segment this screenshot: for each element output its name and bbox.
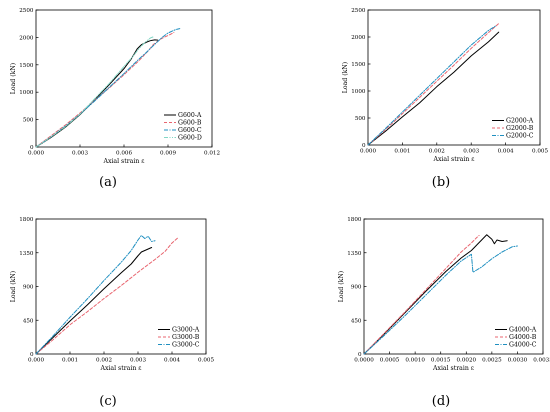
x-tick-label: 0.003 bbox=[463, 149, 479, 155]
y-tick-label: 1350 bbox=[347, 251, 362, 257]
y-tick-label: 0 bbox=[30, 145, 34, 151]
legend-label: G3000-B bbox=[172, 334, 200, 341]
x-tick-label: 0.0000 bbox=[354, 358, 374, 364]
x-axis-label: Axial strain ε bbox=[99, 365, 141, 372]
chart-panel-4: 0.0000 0.0005 0.0010 0.0015 0.0020 0.0025 0.00… bbox=[338, 217, 550, 409]
x-tick-label: 0.001 bbox=[62, 358, 78, 364]
legend-label: G600-B bbox=[178, 120, 202, 127]
series-line-G3000-A bbox=[35, 247, 153, 355]
legend-label: G2000-A bbox=[506, 118, 534, 125]
y-tick-label: 500 bbox=[355, 116, 366, 122]
x-tick-label: 0.005 bbox=[532, 149, 548, 155]
legend-box bbox=[162, 111, 210, 144]
x-tick-label: 0.0005 bbox=[380, 358, 400, 364]
chart-panel-3: 0.000 0.001 0.002 0.003 0.004 0.005 0 450 900 135… bbox=[10, 217, 214, 409]
panel-caption: (d) bbox=[432, 394, 450, 409]
x-tick-label: 0.000 bbox=[360, 149, 376, 155]
y-tick-label: 0 bbox=[358, 352, 362, 358]
x-tick-label: 0.0015 bbox=[431, 358, 451, 364]
y-tick-label: 450 bbox=[23, 318, 34, 324]
y-tick-label: 450 bbox=[351, 318, 362, 324]
x-tick-label: 0.003 bbox=[130, 358, 146, 364]
legend-label: G600-C bbox=[178, 127, 202, 134]
series-line-G600-C bbox=[35, 28, 181, 148]
legend-label: G600-A bbox=[178, 112, 202, 119]
series-line-G4000-A bbox=[363, 234, 508, 355]
legend-label: G2000-C bbox=[506, 133, 534, 140]
y-tick-label: 0 bbox=[362, 143, 366, 149]
y-tick-label: 900 bbox=[23, 285, 34, 291]
y-axis-label: Load (kN) bbox=[10, 271, 17, 302]
series-line-G600-B bbox=[35, 31, 175, 148]
series-line-G4000-C bbox=[363, 245, 518, 355]
legend-label: G4000-B bbox=[509, 334, 537, 341]
y-tick-label: 0 bbox=[30, 352, 34, 358]
x-tick-label: 0.004 bbox=[498, 149, 514, 155]
y-tick-label: 1800 bbox=[347, 217, 362, 223]
x-axis-label: Axial strain ε bbox=[432, 365, 474, 372]
legend-label: G2000-B bbox=[506, 125, 534, 132]
y-tick-label: 1500 bbox=[19, 63, 34, 69]
series-line-G3000-B bbox=[35, 236, 180, 355]
x-tick-label: 0.009 bbox=[160, 151, 176, 157]
y-tick-label: 2000 bbox=[19, 35, 34, 41]
x-tick-label: 0.0035 bbox=[533, 358, 550, 364]
y-tick-label: 500 bbox=[23, 118, 34, 124]
panel-caption: (c) bbox=[99, 394, 116, 409]
legend-label: G3000-C bbox=[172, 342, 200, 349]
x-tick-label: 0.006 bbox=[116, 151, 132, 157]
y-axis-label: Load (kN) bbox=[342, 62, 349, 93]
series-line-G2000-A bbox=[367, 31, 500, 146]
x-axis-label: Axial strain ε bbox=[102, 158, 144, 165]
y-tick-label: 1500 bbox=[351, 62, 366, 68]
y-tick-label: 2000 bbox=[351, 35, 366, 41]
x-tick-label: 0.002 bbox=[429, 149, 445, 155]
x-tick-label: 0.012 bbox=[204, 151, 220, 157]
y-axis-label: Load (kN) bbox=[10, 63, 17, 94]
x-tick-label: 0.005 bbox=[198, 358, 214, 364]
legend-label: G4000-C bbox=[509, 342, 537, 349]
panel-caption: (a) bbox=[99, 175, 117, 190]
y-tick-label: 1000 bbox=[19, 90, 34, 96]
plot-frame bbox=[367, 9, 541, 146]
x-tick-label: 0.0020 bbox=[456, 358, 476, 364]
y-tick-label: 2500 bbox=[351, 8, 366, 14]
y-tick-label: 1800 bbox=[19, 217, 34, 223]
series-line-G2000-B bbox=[367, 23, 500, 146]
x-tick-label: 0.000 bbox=[28, 151, 44, 157]
x-tick-label: 0.0010 bbox=[405, 358, 425, 364]
x-tick-label: 0.002 bbox=[96, 358, 112, 364]
y-axis-label: Load (kN) bbox=[338, 271, 345, 302]
legend-label: G600-D bbox=[178, 135, 202, 142]
series-line-G3000-C bbox=[35, 235, 156, 355]
chart-panel-1: 0.000 0.003 0.006 0.009 0.012 0 500 1000 1500 200… bbox=[10, 8, 220, 190]
x-tick-label: 0.0030 bbox=[508, 358, 528, 364]
x-tick-label: 0.003 bbox=[72, 151, 88, 157]
y-tick-label: 2500 bbox=[19, 8, 34, 14]
series-line-G600-D bbox=[35, 36, 154, 148]
panel-caption: (b) bbox=[432, 175, 450, 190]
x-tick-label: 0.001 bbox=[394, 149, 410, 155]
series-line-G4000-B bbox=[363, 235, 480, 355]
series-line-G2000-C bbox=[367, 25, 496, 146]
y-tick-label: 1000 bbox=[351, 89, 366, 95]
x-axis-label: Axial strain ε bbox=[432, 156, 474, 163]
legend-label: G3000-A bbox=[172, 327, 200, 334]
y-tick-label: 1350 bbox=[19, 251, 34, 257]
chart-panel-2: 0.000 0.001 0.002 0.003 0.004 0.005 0 500 1000 15… bbox=[342, 8, 548, 190]
x-tick-label: 0.004 bbox=[164, 358, 180, 364]
x-tick-label: 0.000 bbox=[28, 358, 44, 364]
series-line-G600-A bbox=[35, 39, 159, 148]
legend-label: G4000-A bbox=[509, 327, 537, 334]
y-tick-label: 900 bbox=[351, 285, 362, 291]
x-tick-label: 0.0025 bbox=[482, 358, 502, 364]
